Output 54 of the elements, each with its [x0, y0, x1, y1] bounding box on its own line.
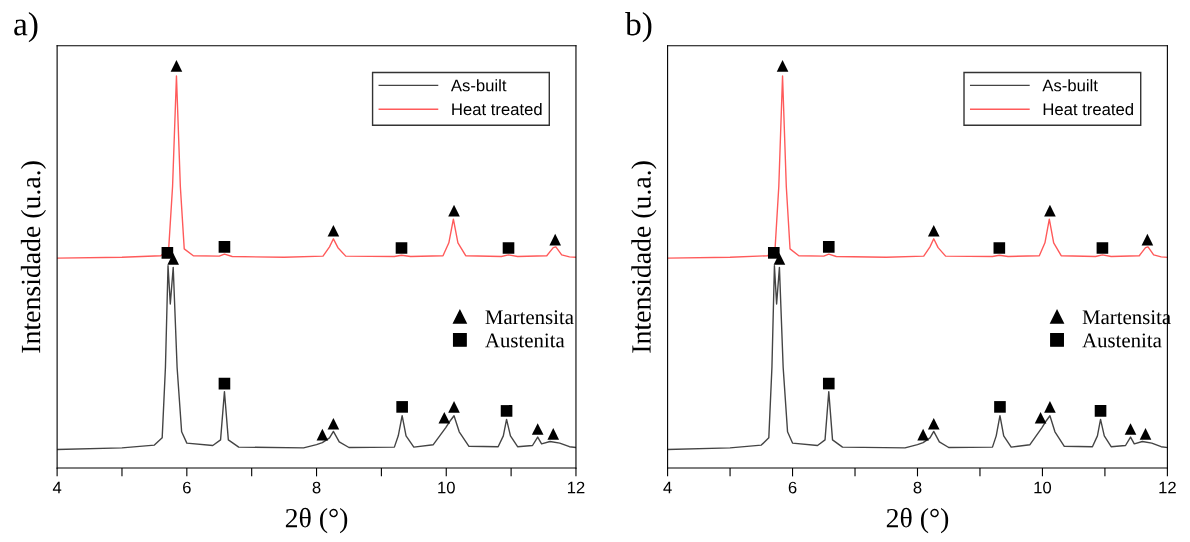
x-tick-label: 10	[438, 481, 455, 494]
x-tick-label: 8	[913, 481, 922, 494]
point	[822, 377, 835, 390]
point	[1096, 242, 1109, 254]
legend-label: Austenita	[485, 333, 565, 348]
point	[316, 428, 329, 441]
point	[218, 377, 231, 390]
point	[1034, 411, 1047, 424]
point	[396, 401, 408, 413]
point	[1124, 423, 1137, 435]
x-tick-label: 10	[1034, 481, 1052, 494]
legend-label: Heat treated	[1043, 103, 1133, 116]
x-tick-label: 12	[567, 481, 585, 494]
point	[170, 60, 183, 72]
x-tick-label: 8	[312, 481, 321, 494]
x-tick-label: 12	[1159, 481, 1176, 494]
point	[327, 224, 340, 237]
point	[448, 401, 460, 413]
x-tick-label: 4	[52, 481, 62, 494]
x-tick-label: 6	[183, 481, 191, 494]
point	[1141, 233, 1154, 246]
chart-title: a)	[14, 12, 38, 43]
point	[502, 242, 515, 254]
point	[500, 405, 513, 417]
point	[547, 428, 560, 440]
chart-title: b)	[625, 12, 652, 43]
point	[395, 242, 408, 254]
point	[327, 417, 340, 430]
point	[993, 242, 1006, 254]
x-tick-label: 4	[663, 481, 672, 494]
x-tick-label: 6	[788, 481, 797, 494]
legend-label: Austenita	[1082, 333, 1162, 348]
point	[1044, 401, 1056, 413]
point	[549, 233, 562, 246]
point	[822, 241, 835, 253]
point	[927, 224, 940, 237]
legend-label: As-built	[450, 79, 507, 92]
x-axis-title: 2θ (°)	[285, 507, 348, 534]
point	[1139, 428, 1152, 440]
point	[161, 247, 174, 259]
y-axis-title: Intensidade (u.a.)	[631, 161, 657, 353]
y-axis-title: Intensidade (u.a.)	[20, 161, 47, 353]
point	[767, 247, 780, 259]
point	[776, 60, 789, 72]
point	[1094, 405, 1107, 417]
point	[531, 423, 544, 435]
legend-label: As-built	[1042, 79, 1098, 92]
x-axis-title: 2θ (°)	[886, 507, 949, 534]
legend-label: Heat treated	[452, 103, 542, 116]
point	[438, 411, 451, 424]
point	[927, 417, 940, 430]
legend-label: Martensita	[485, 310, 574, 325]
point	[218, 241, 231, 253]
point	[994, 401, 1006, 413]
